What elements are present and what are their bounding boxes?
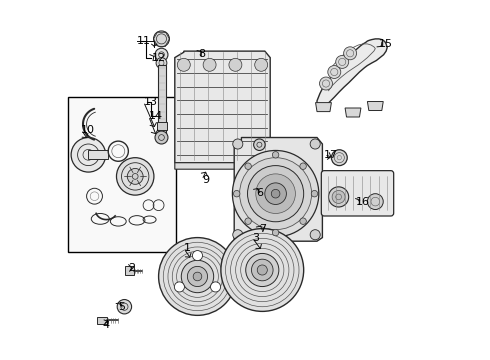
Circle shape xyxy=(245,218,251,224)
Circle shape xyxy=(193,251,202,261)
Circle shape xyxy=(240,158,312,230)
Bar xyxy=(88,150,108,159)
Polygon shape xyxy=(175,158,270,169)
Circle shape xyxy=(272,152,279,158)
Text: 13: 13 xyxy=(144,96,157,107)
Circle shape xyxy=(153,31,170,47)
Circle shape xyxy=(331,150,347,166)
Polygon shape xyxy=(368,102,383,111)
Text: 7: 7 xyxy=(259,224,267,234)
Text: 11: 11 xyxy=(137,36,151,46)
Circle shape xyxy=(155,131,168,144)
Circle shape xyxy=(272,229,279,236)
Circle shape xyxy=(271,189,280,198)
Text: 17: 17 xyxy=(324,150,338,160)
Circle shape xyxy=(127,168,143,184)
Circle shape xyxy=(211,282,220,292)
Polygon shape xyxy=(125,266,134,275)
Circle shape xyxy=(336,55,349,68)
Circle shape xyxy=(257,265,268,275)
Circle shape xyxy=(328,66,341,78)
Polygon shape xyxy=(98,317,107,324)
Circle shape xyxy=(310,139,320,149)
Circle shape xyxy=(245,253,279,287)
Bar xyxy=(68,97,176,252)
FancyBboxPatch shape xyxy=(321,171,393,216)
Circle shape xyxy=(117,300,132,314)
Circle shape xyxy=(311,190,318,197)
Polygon shape xyxy=(317,39,387,110)
Circle shape xyxy=(233,230,243,240)
Text: 8: 8 xyxy=(198,49,205,59)
Circle shape xyxy=(232,150,319,237)
Bar xyxy=(158,65,166,137)
Text: 10: 10 xyxy=(81,125,95,135)
Circle shape xyxy=(328,187,349,207)
Circle shape xyxy=(251,259,273,281)
Text: 12: 12 xyxy=(151,53,166,63)
Polygon shape xyxy=(175,51,270,163)
Text: 4: 4 xyxy=(103,320,110,330)
Text: 15: 15 xyxy=(379,39,393,49)
Text: 2: 2 xyxy=(128,263,135,273)
Polygon shape xyxy=(345,108,361,117)
Text: 1: 1 xyxy=(184,243,191,253)
Circle shape xyxy=(319,77,333,90)
Circle shape xyxy=(155,48,168,61)
Circle shape xyxy=(332,190,345,203)
Circle shape xyxy=(255,58,268,71)
Circle shape xyxy=(233,190,240,197)
Polygon shape xyxy=(316,103,331,112)
Text: 16: 16 xyxy=(356,197,370,207)
Bar xyxy=(157,122,167,130)
Circle shape xyxy=(265,183,286,204)
Text: 14: 14 xyxy=(148,111,163,121)
Circle shape xyxy=(368,194,383,210)
Text: 3: 3 xyxy=(252,233,259,243)
Circle shape xyxy=(221,229,304,311)
Circle shape xyxy=(193,272,202,281)
Circle shape xyxy=(229,58,242,71)
Circle shape xyxy=(117,158,154,195)
Circle shape xyxy=(256,174,295,213)
Circle shape xyxy=(187,266,208,287)
Circle shape xyxy=(245,163,251,170)
Text: 5: 5 xyxy=(118,302,125,312)
Circle shape xyxy=(203,58,216,71)
Circle shape xyxy=(177,58,190,71)
Text: 9: 9 xyxy=(202,175,209,185)
Circle shape xyxy=(174,282,184,292)
Circle shape xyxy=(181,260,214,293)
Text: 6: 6 xyxy=(256,188,263,198)
Circle shape xyxy=(310,230,320,240)
Circle shape xyxy=(156,58,167,68)
Circle shape xyxy=(254,139,265,150)
Circle shape xyxy=(247,166,304,222)
Circle shape xyxy=(71,138,106,172)
Circle shape xyxy=(343,47,357,60)
Circle shape xyxy=(233,139,243,149)
Polygon shape xyxy=(234,138,322,241)
Circle shape xyxy=(300,218,306,224)
Circle shape xyxy=(159,238,236,315)
Circle shape xyxy=(300,163,306,170)
